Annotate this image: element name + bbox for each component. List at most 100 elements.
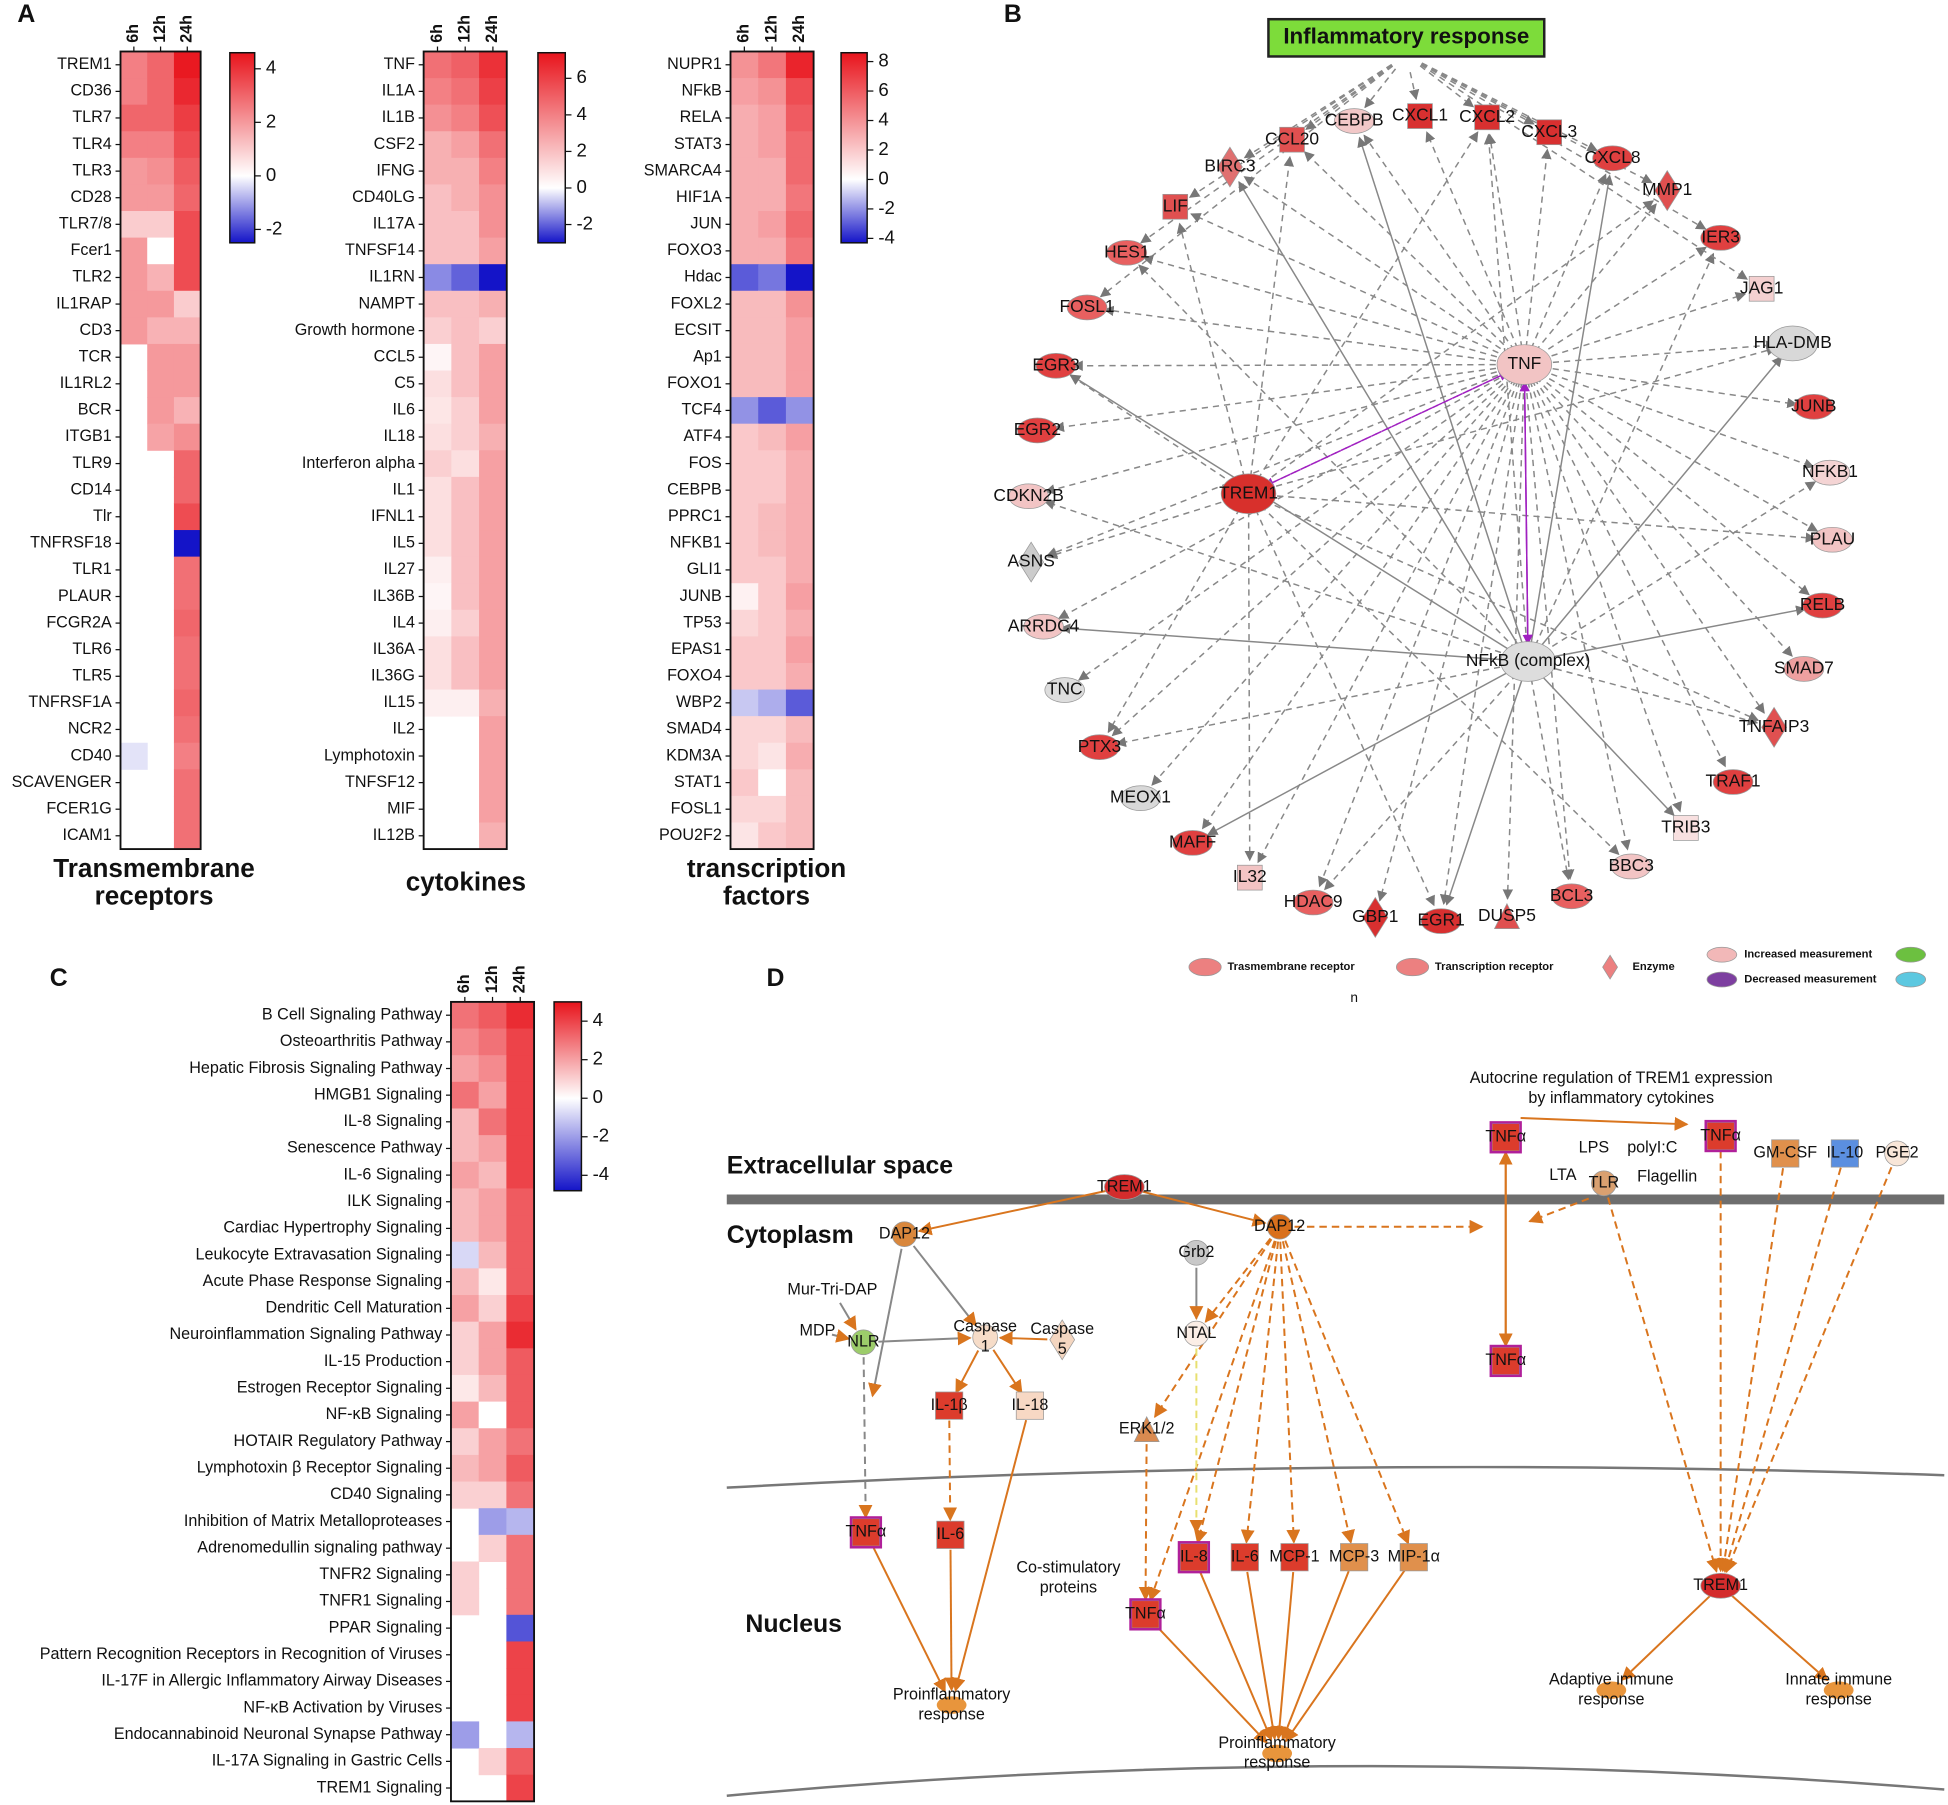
heat-cell — [450, 1295, 480, 1323]
network-edge — [1044, 499, 1512, 657]
pathway-node-label: IL-10 — [1826, 1144, 1863, 1162]
nuclear-envelope — [726, 1465, 1945, 1489]
legend-symbol — [1895, 946, 1927, 963]
heat-cell — [173, 343, 202, 372]
pathway-edge — [831, 1329, 851, 1343]
heat-cell — [173, 583, 202, 611]
pathway-edge — [1147, 1240, 1276, 1602]
network-edge — [1264, 500, 1760, 722]
row-label: NCR2 — [68, 720, 112, 738]
network-node — [1066, 294, 1108, 321]
pathway-node-label: 1 — [981, 1338, 990, 1356]
heat-cell — [785, 104, 815, 132]
pathway-node — [1230, 1543, 1259, 1572]
network-edge — [1151, 377, 1514, 786]
legend-symbol — [1895, 971, 1927, 988]
pathway-edge — [858, 1357, 873, 1519]
heat-cell — [173, 476, 202, 504]
network-node — [1008, 483, 1049, 510]
outcome-node — [936, 1696, 967, 1714]
heat-cell — [451, 689, 480, 717]
network-node — [1802, 592, 1843, 619]
heat-cell — [450, 1561, 480, 1589]
heat-cell — [479, 237, 508, 265]
heat-cell — [147, 157, 175, 185]
heat-cell — [173, 530, 202, 558]
row-label: IL1B — [382, 108, 415, 126]
network-edge — [1539, 372, 1819, 532]
heat-cell — [450, 1081, 480, 1109]
outcome-node — [1823, 1681, 1854, 1699]
row-label: Endocannabinoid Neuronal Synapse Pathway — [114, 1725, 443, 1743]
heat-cell — [479, 636, 508, 664]
row-label: HOTAIR Regulatory Pathway — [234, 1432, 444, 1450]
network-node-label: IL32 — [1233, 866, 1267, 886]
pathway-edge — [1284, 1568, 1407, 1743]
network-node — [1474, 104, 1500, 131]
network-node-label: SMAD7 — [1774, 658, 1834, 678]
network-edge — [1318, 380, 1519, 888]
heat-cell — [478, 1215, 507, 1243]
heat-cell — [506, 1614, 535, 1642]
network-edge — [1363, 134, 1516, 351]
pathway-edge — [998, 1331, 1048, 1346]
row-label: TLR4 — [72, 135, 111, 153]
heat-cell — [423, 237, 452, 265]
network-edge — [1260, 505, 1620, 856]
pathway-node-border — [1177, 1541, 1211, 1574]
heat-cell — [423, 290, 452, 318]
heat-cell — [423, 211, 452, 239]
heat-cell — [147, 317, 175, 345]
network-edge — [1190, 213, 1509, 359]
heat-cell — [730, 530, 759, 558]
heat-cell — [785, 503, 815, 531]
row-label: IL-6 Signaling — [344, 1165, 443, 1183]
colorbar-tick-label: 0 — [576, 176, 586, 197]
network-node — [1536, 119, 1563, 146]
heat-cell — [730, 237, 759, 265]
heat-cell — [758, 822, 787, 850]
heat-cell — [785, 556, 815, 584]
heat-cell — [173, 769, 202, 797]
network-edge — [1530, 173, 1607, 349]
network-edge — [1538, 356, 1783, 649]
heat-cell — [451, 131, 480, 159]
network-node — [1220, 473, 1277, 515]
row-label: Osteoarthritis Pathway — [280, 1032, 443, 1050]
heat-cell — [785, 609, 815, 637]
row-label: NAMPT — [358, 294, 415, 312]
pathway-node-label: TNFα — [1125, 1605, 1166, 1623]
heat-cell — [478, 1374, 507, 1403]
heat-cell — [479, 131, 508, 159]
heat-cell — [478, 1481, 507, 1509]
heat-cell — [451, 476, 480, 504]
heat-cell — [450, 1215, 480, 1243]
network-edge — [1263, 371, 1510, 488]
network-node-label: FOSL1 — [1060, 296, 1115, 316]
heat-cell — [423, 476, 452, 504]
legend-symbol — [1396, 958, 1430, 977]
row-label: POU2F2 — [659, 826, 722, 844]
row-label: FOSL1 — [671, 799, 722, 817]
pathway-edge — [1621, 1595, 1711, 1681]
row-label: CD14 — [71, 480, 112, 498]
heat-cell — [478, 1508, 507, 1536]
legend-label: Enzyme — [1632, 961, 1674, 973]
pathway-node-label: Caspase — [953, 1318, 1017, 1336]
pathway-edge — [871, 1545, 946, 1693]
network-node — [1362, 896, 1389, 938]
legend-note: n — [1350, 990, 1358, 1005]
heat-cell — [479, 450, 508, 478]
heat-cell — [730, 397, 759, 425]
row-label: TREM1 Signaling — [317, 1778, 443, 1796]
network-node-label: PLAU — [1810, 528, 1855, 548]
pathway-node-label: TREM1 — [1097, 1177, 1152, 1195]
heat-cell — [450, 1108, 480, 1136]
pathway-node-label: TNFα — [1700, 1126, 1741, 1144]
pathway-edge — [1528, 1197, 1590, 1224]
heat-cell — [758, 503, 787, 531]
heat-cell — [730, 290, 759, 318]
heat-cell — [758, 423, 787, 451]
row-label: CD40LG — [352, 188, 415, 206]
row-label: CSF2 — [374, 135, 415, 153]
